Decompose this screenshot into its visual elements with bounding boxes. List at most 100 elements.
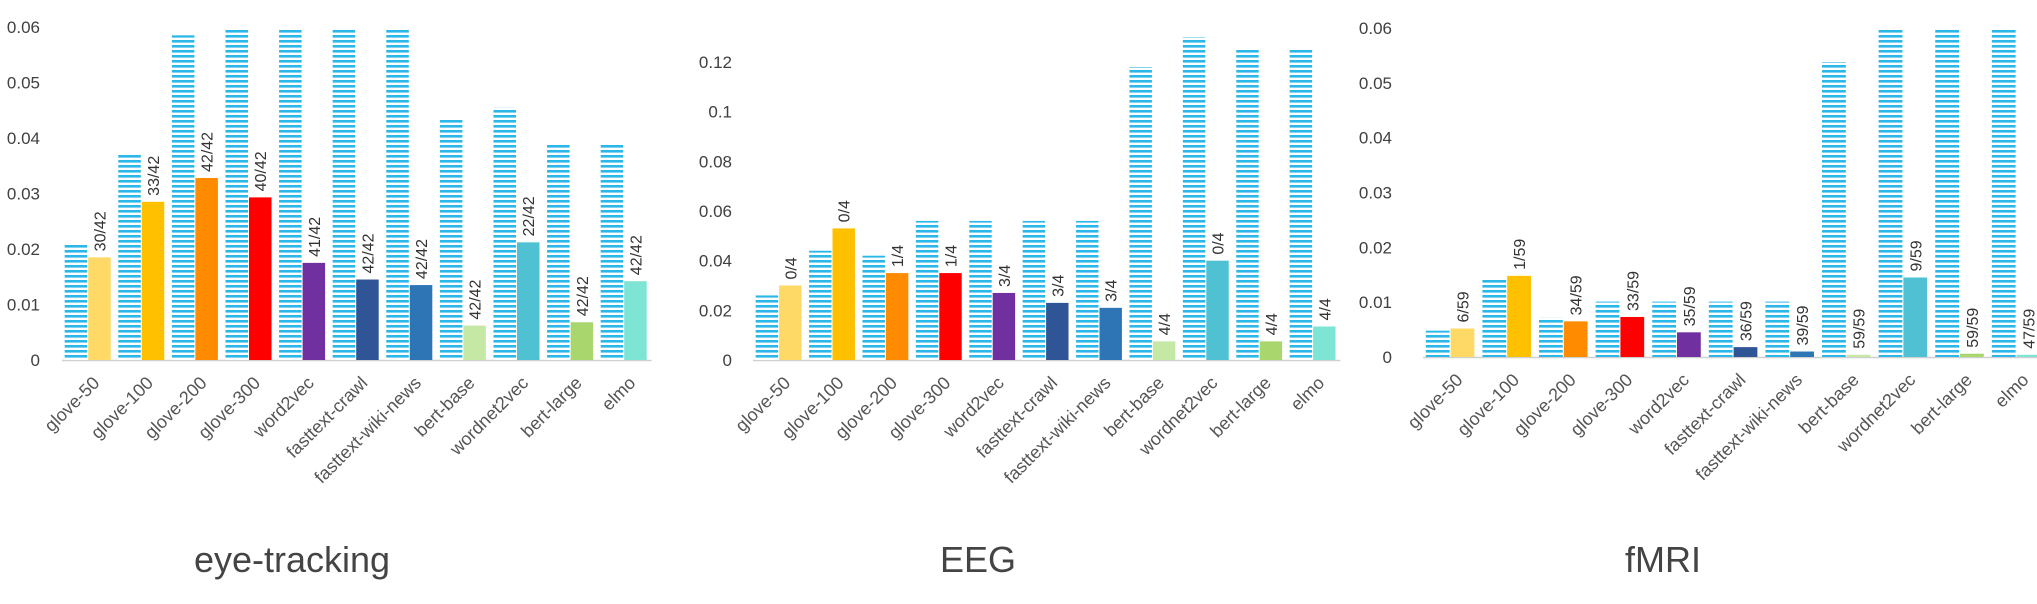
baseline-bar [969, 220, 992, 360]
category-label: elmo [1991, 370, 2033, 412]
fmri-title: fMRI [1625, 539, 1701, 580]
model-bar [463, 325, 486, 360]
model-bar [302, 262, 326, 360]
model-bar [1733, 347, 1758, 357]
baseline-bar [915, 220, 939, 360]
model-bar [141, 201, 165, 360]
data-label: 36/59 [1738, 301, 1755, 341]
y-tick-label: 0.12 [699, 53, 732, 72]
model-bar [1846, 354, 1871, 357]
baseline-bar [386, 28, 409, 361]
baseline-bar [1539, 317, 1563, 357]
data-label: 4/4 [1264, 313, 1281, 335]
data-label: 4/4 [1317, 298, 1334, 320]
model-bar [248, 197, 272, 360]
model-bar [195, 177, 218, 360]
category-label: glove-300 [1566, 370, 1636, 440]
model-bar [1960, 353, 1984, 357]
y-tick-label: 0.06 [1359, 19, 1392, 38]
model-bar [516, 242, 540, 360]
baseline-bar [118, 154, 141, 360]
model-bar [88, 257, 111, 360]
data-label: 47/59 [2021, 309, 2037, 349]
category-label: bert-large [1907, 370, 1976, 439]
eye-tracking-chart: 00.010.020.030.040.050.0630/42glove-5033… [7, 18, 652, 487]
baseline-bar [225, 28, 248, 361]
eye-tracking-title: eye-tracking [194, 539, 390, 580]
model-bar [1507, 275, 1531, 357]
data-label: 33/59 [1625, 271, 1642, 311]
baseline-bar [1129, 66, 1152, 360]
baseline-bar [809, 250, 832, 360]
category-label: fasttext-wiki-news [1692, 370, 1807, 485]
baseline-bar [439, 118, 463, 360]
y-tick-label: 0.06 [7, 18, 40, 37]
data-label: 1/4 [944, 245, 961, 267]
data-label: 1/59 [1512, 239, 1529, 270]
eeg-chart: 00.020.040.060.080.10.120/4glove-500/4gl… [699, 37, 1341, 487]
data-label: 59/59 [1852, 309, 1869, 349]
baseline-bar [547, 144, 570, 360]
model-bar [779, 285, 802, 360]
model-bar [1903, 277, 1928, 357]
y-tick-label: 0.01 [1359, 293, 1392, 312]
baseline-bar [64, 243, 88, 360]
model-bar [1677, 332, 1701, 357]
data-label: 42/42 [360, 233, 377, 273]
y-tick-label: 0 [723, 351, 732, 370]
data-label: 30/42 [92, 211, 109, 251]
y-tick-label: 0.08 [699, 152, 732, 171]
data-label: 59/59 [1965, 308, 1982, 348]
data-label: 35/59 [1682, 286, 1699, 326]
y-tick-label: 0.1 [708, 103, 732, 122]
y-tick-label: 0.04 [1359, 129, 1392, 148]
eeg-title: EEG [940, 539, 1016, 580]
model-bar [1790, 351, 1814, 357]
baseline-bar [1765, 301, 1790, 357]
model-bar [1099, 307, 1122, 360]
fmri-chart: 00.010.020.030.040.050.066/59glove-501/5… [1359, 19, 2037, 484]
baseline-bar [279, 28, 302, 361]
model-bar [570, 322, 594, 360]
baseline-bar [1652, 301, 1677, 357]
baseline-bar [1935, 28, 1960, 357]
model-bar [624, 281, 647, 360]
baseline-bar [332, 28, 356, 361]
model-bar [1152, 341, 1176, 360]
baseline-bar [1482, 278, 1507, 357]
baseline-bar [1236, 49, 1259, 360]
y-tick-label: 0.02 [7, 240, 40, 259]
model-bar [1563, 321, 1588, 357]
baseline-bar [1595, 301, 1620, 357]
model-bar [939, 273, 962, 360]
data-label: 39/59 [1795, 305, 1812, 345]
data-label: 6/59 [1455, 291, 1472, 322]
data-label: 3/4 [997, 265, 1014, 287]
model-bar [2016, 354, 2037, 357]
data-label: 40/42 [253, 151, 270, 191]
data-label: 3/4 [1050, 275, 1067, 297]
data-label: 3/4 [1104, 280, 1121, 302]
y-tick-label: 0.04 [699, 252, 732, 271]
y-tick-label: 0.04 [7, 129, 40, 148]
data-label: 22/42 [521, 196, 538, 236]
data-label: 1/4 [890, 245, 907, 267]
y-tick-label: 0.03 [1359, 184, 1392, 203]
data-label: 42/42 [468, 279, 485, 319]
baseline-bar [1022, 220, 1046, 360]
data-label: 0/4 [1211, 232, 1228, 254]
model-bar [885, 273, 909, 360]
y-tick-label: 0.01 [7, 296, 40, 315]
y-tick-label: 0.05 [7, 74, 40, 93]
y-tick-label: 0.02 [699, 301, 732, 320]
baseline-bar [600, 144, 624, 360]
baseline-bar [1878, 28, 1903, 357]
baseline-bar [1425, 330, 1450, 357]
y-tick-label: 0.03 [7, 185, 40, 204]
data-label: 0/4 [783, 257, 800, 279]
model-bar [1313, 326, 1336, 360]
baseline-bar [1289, 49, 1313, 360]
model-bar [1620, 316, 1645, 357]
category-label: elmo [1287, 373, 1329, 415]
baseline-bar [1182, 37, 1206, 361]
